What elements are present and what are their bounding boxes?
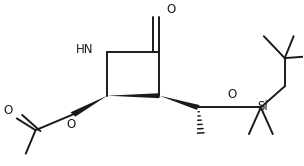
Polygon shape [159, 96, 200, 110]
Text: HN: HN [75, 43, 93, 56]
Text: O: O [67, 118, 76, 131]
Polygon shape [71, 96, 107, 117]
Text: O: O [167, 3, 176, 16]
Text: O: O [3, 104, 12, 117]
Text: Si: Si [257, 100, 268, 113]
Polygon shape [107, 93, 159, 98]
Text: O: O [227, 88, 236, 101]
